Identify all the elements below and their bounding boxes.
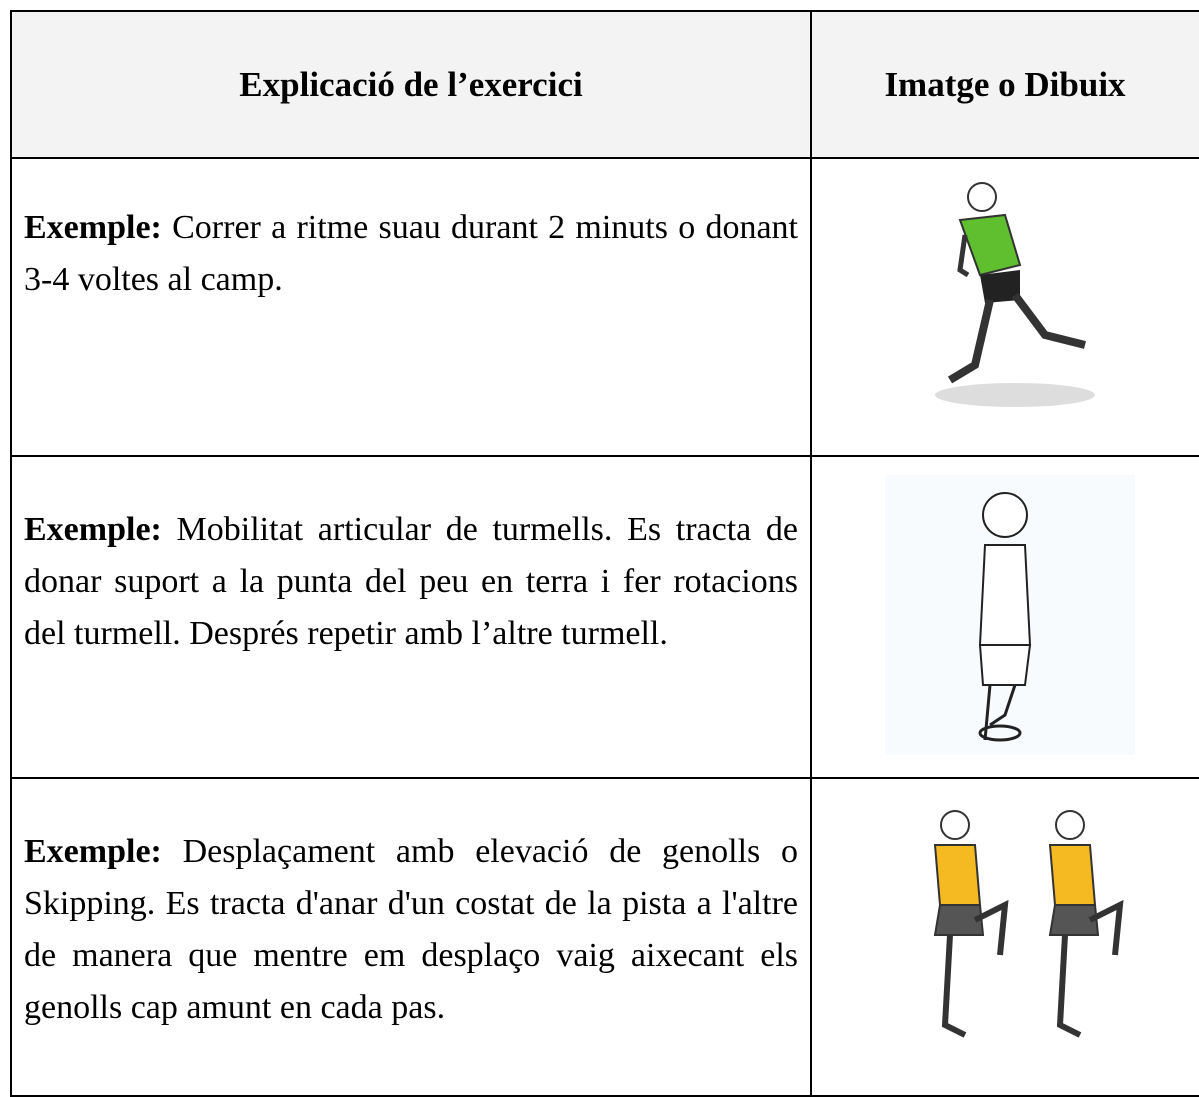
row-text: Exemple: Correr a ritme suau durant 2 mi…: [24, 202, 798, 306]
header-text: Explicació de l’exercici: [239, 64, 583, 104]
label: Exemple:: [24, 209, 162, 246]
text: Correr a ritme suau durant 2 minuts o do…: [24, 209, 799, 298]
row-text: Exemple: Desplaçament amb elevació de ge…: [24, 826, 798, 1034]
header-cell: Explicació de l’exercici: [10, 10, 812, 159]
page: Explicació de l’exercici Imatge o Dibuix…: [10, 10, 1199, 1097]
runner-image: [935, 182, 1095, 407]
skipping-image: [933, 810, 1124, 1038]
header-cell: Imatge o Dibuix: [810, 10, 1199, 159]
label: Exemple:: [24, 511, 162, 548]
label: Exemple:: [24, 833, 162, 870]
ankle-image: [885, 475, 1135, 755]
row-text: Exemple: Mobilitat articular de turmells…: [24, 504, 798, 660]
header-text: Imatge o Dibuix: [884, 64, 1126, 104]
text: Desplaçament amb elevació de genolls o S…: [24, 833, 798, 1026]
text: Mobilitat articular de turmells. Es trac…: [24, 511, 798, 652]
